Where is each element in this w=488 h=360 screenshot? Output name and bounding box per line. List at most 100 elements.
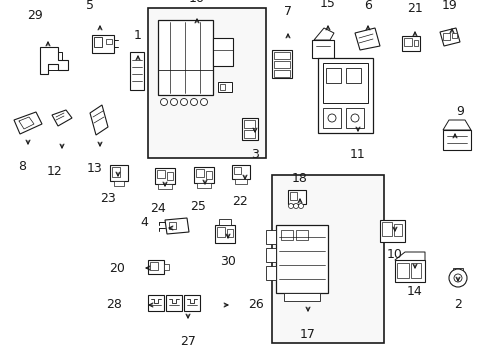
Text: 22: 22 <box>232 195 247 208</box>
Text: 13: 13 <box>87 162 102 175</box>
Bar <box>155 168 175 184</box>
Bar <box>217 227 224 237</box>
Bar <box>442 33 449 40</box>
Bar <box>196 169 203 177</box>
Bar <box>112 167 120 177</box>
Text: 27: 27 <box>180 335 196 348</box>
Bar <box>244 130 254 138</box>
Bar <box>346 68 360 83</box>
Polygon shape <box>14 112 42 134</box>
Circle shape <box>190 99 197 105</box>
Text: 17: 17 <box>300 328 315 341</box>
Bar <box>271 175 383 343</box>
Circle shape <box>350 114 358 122</box>
Bar <box>157 170 164 178</box>
Bar <box>323 108 340 128</box>
Text: 30: 30 <box>220 255 235 268</box>
Bar <box>220 84 224 90</box>
Bar <box>265 248 275 262</box>
Text: 14: 14 <box>407 285 422 298</box>
Bar <box>452 268 462 274</box>
Bar <box>317 58 372 133</box>
Text: 26: 26 <box>247 298 263 311</box>
Text: 19: 19 <box>441 0 457 12</box>
Polygon shape <box>52 110 72 126</box>
Bar <box>215 225 235 243</box>
Bar <box>273 70 289 77</box>
Bar <box>92 35 114 53</box>
Polygon shape <box>90 105 108 135</box>
Bar <box>323 63 367 103</box>
Bar <box>94 37 102 47</box>
Bar <box>231 165 249 179</box>
Bar <box>394 260 424 282</box>
Circle shape <box>180 99 187 105</box>
Bar <box>158 20 213 95</box>
Circle shape <box>200 99 207 105</box>
Circle shape <box>170 99 177 105</box>
Bar <box>325 68 340 83</box>
Bar <box>287 190 305 204</box>
Bar <box>346 108 363 128</box>
Bar <box>379 220 404 242</box>
Bar <box>148 260 163 274</box>
Circle shape <box>327 114 335 122</box>
Circle shape <box>288 203 293 208</box>
Bar <box>244 120 254 128</box>
Bar <box>271 50 291 78</box>
Bar <box>381 222 391 236</box>
Bar <box>281 230 292 240</box>
Text: 16: 16 <box>189 0 204 5</box>
Bar <box>234 167 241 174</box>
Text: 25: 25 <box>190 200 205 213</box>
Text: 21: 21 <box>407 2 422 15</box>
Bar <box>148 295 163 311</box>
Text: 1: 1 <box>134 29 142 42</box>
Bar <box>150 262 158 270</box>
Bar <box>242 118 258 140</box>
Bar <box>148 8 265 158</box>
Bar <box>442 130 470 150</box>
Circle shape <box>448 269 466 287</box>
Polygon shape <box>354 28 379 50</box>
Bar <box>167 172 173 180</box>
Bar <box>218 82 231 92</box>
Text: 4: 4 <box>140 216 148 229</box>
Bar <box>273 61 289 68</box>
Bar <box>205 171 212 179</box>
Bar <box>213 38 232 66</box>
Bar <box>284 293 319 301</box>
Text: 12: 12 <box>47 165 63 178</box>
Circle shape <box>298 203 303 208</box>
Bar <box>165 295 182 311</box>
Text: 23: 23 <box>100 192 116 205</box>
Text: 29: 29 <box>27 9 43 22</box>
Text: 3: 3 <box>250 148 259 161</box>
Bar <box>226 229 232 237</box>
Bar <box>158 184 172 189</box>
Polygon shape <box>313 28 333 40</box>
Polygon shape <box>40 47 68 74</box>
Bar <box>183 295 200 311</box>
Bar <box>311 40 333 58</box>
Text: 9: 9 <box>455 105 463 118</box>
Bar <box>265 230 275 244</box>
Bar <box>169 222 176 229</box>
Bar <box>219 219 230 225</box>
Bar <box>194 167 214 183</box>
Text: 10: 10 <box>386 248 402 261</box>
Bar <box>235 179 246 184</box>
Bar <box>451 33 456 38</box>
Bar <box>396 263 408 278</box>
Text: 18: 18 <box>291 172 307 185</box>
Bar <box>106 39 112 44</box>
Bar <box>401 36 419 51</box>
Bar <box>197 183 210 188</box>
Bar <box>413 40 417 46</box>
Polygon shape <box>442 120 470 130</box>
Bar <box>410 263 420 278</box>
Bar <box>275 225 327 293</box>
Text: 2: 2 <box>453 298 461 311</box>
Polygon shape <box>439 28 459 46</box>
Bar <box>114 181 124 186</box>
